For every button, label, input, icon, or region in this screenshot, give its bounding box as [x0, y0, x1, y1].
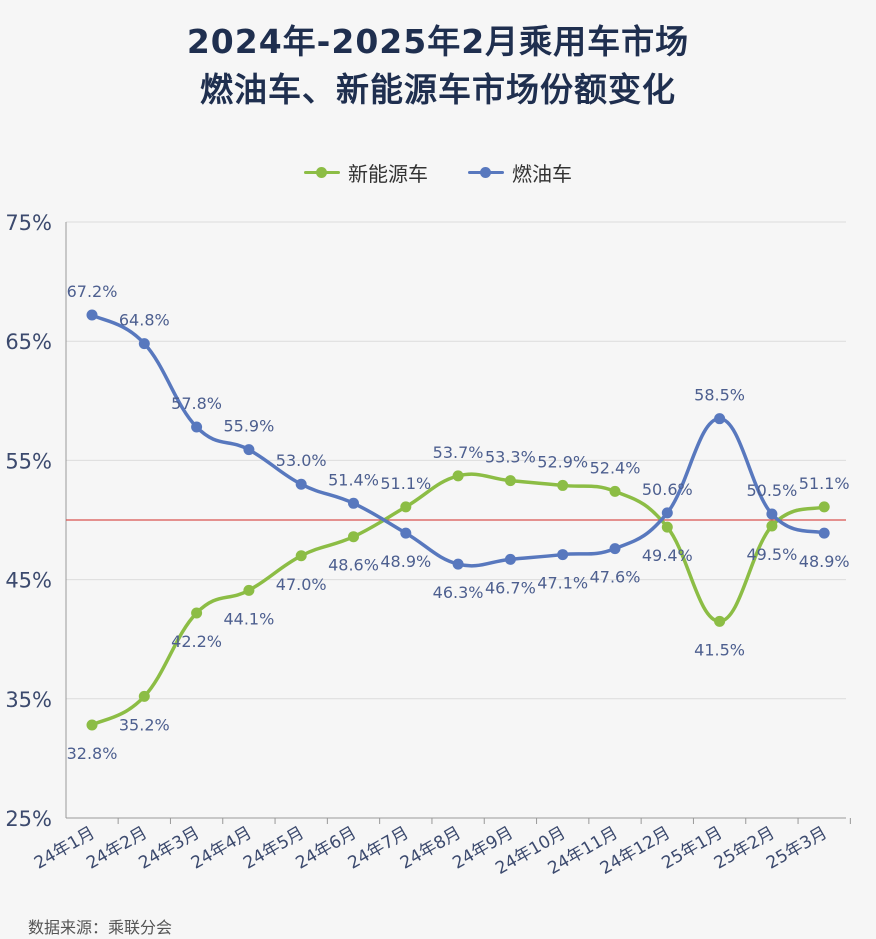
data-point-fuel	[766, 508, 778, 520]
data-point-fuel	[818, 527, 830, 539]
legend-item-fuel: 燃油车	[468, 158, 572, 187]
data-point-nev	[348, 531, 359, 543]
data-point-fuel	[557, 549, 569, 561]
y-tick-label: 75%	[5, 211, 52, 235]
data-label-nev: 48.6%	[328, 556, 379, 575]
data-label-nev: 44.1%	[223, 609, 274, 628]
y-tick-label: 25%	[5, 807, 52, 831]
data-label-fuel: 46.3%	[433, 583, 484, 602]
data-point-nev	[243, 584, 255, 596]
legend-swatch-fuel	[468, 166, 504, 180]
data-label-fuel: 58.5%	[694, 386, 745, 405]
data-label-fuel: 48.9%	[380, 552, 431, 571]
legend-label-fuel: 燃油车	[512, 162, 572, 186]
data-point-fuel	[452, 558, 464, 570]
data-point-nev	[714, 615, 726, 627]
data-label-nev: 47.0%	[276, 575, 327, 594]
data-label-fuel: 46.7%	[485, 578, 536, 597]
data-point-nev	[452, 470, 464, 482]
data-point-fuel	[191, 421, 203, 433]
data-label-fuel: 57.8%	[171, 394, 222, 413]
data-point-fuel	[400, 527, 412, 539]
data-point-nev	[557, 479, 569, 491]
data-point-fuel	[504, 553, 516, 565]
legend-item-nev: 新能源车	[304, 158, 428, 187]
y-tick-label: 55%	[5, 449, 52, 473]
data-label-nev: 51.1%	[380, 474, 431, 493]
data-point-fuel	[714, 413, 726, 425]
data-label-nev: 52.4%	[590, 458, 641, 477]
data-point-fuel	[243, 444, 255, 456]
data-point-nev	[661, 521, 673, 533]
data-label-nev: 51.1%	[799, 474, 850, 493]
data-label-fuel: 50.6%	[642, 480, 693, 499]
chart-title-line2: 燃油车、新能源车市场份额变化	[200, 70, 676, 109]
y-tick-label: 35%	[5, 688, 52, 712]
data-point-nev	[86, 719, 98, 731]
data-label-nev: 49.5%	[746, 545, 797, 564]
data-label-fuel: 64.8%	[119, 311, 170, 330]
y-tick-label: 65%	[5, 330, 52, 354]
chart-legend: 新能源车 燃油车	[0, 158, 876, 187]
data-label-fuel: 50.5%	[746, 481, 797, 500]
data-point-nev	[400, 501, 412, 513]
data-source-note: 数据来源：乘联分会	[28, 918, 173, 937]
legend-swatch-nev	[304, 166, 340, 180]
data-point-fuel	[295, 478, 307, 490]
data-point-nev	[504, 475, 516, 487]
data-label-fuel: 48.9%	[799, 552, 850, 571]
data-label-fuel: 47.6%	[590, 568, 641, 587]
data-label-fuel: 55.9%	[223, 417, 274, 436]
data-point-nev	[818, 501, 830, 513]
data-label-nev: 41.5%	[694, 640, 745, 659]
chart-title-line1: 2024年-2025年2月乘用车市场	[186, 22, 690, 61]
data-label-nev: 53.3%	[485, 448, 536, 467]
series-line-fuel	[90, 313, 826, 568]
data-point-nev	[295, 550, 307, 562]
y-tick-label: 45%	[5, 569, 52, 593]
data-label-nev: 52.9%	[537, 452, 588, 471]
data-label-nev: 32.8%	[67, 744, 118, 763]
data-label-nev: 42.2%	[171, 632, 222, 651]
data-label-nev: 49.4%	[642, 546, 693, 565]
data-label-fuel: 67.2%	[67, 282, 118, 301]
data-point-nev	[766, 520, 778, 532]
data-point-fuel	[138, 338, 150, 350]
data-label-nev: 53.7%	[433, 443, 484, 462]
x-tick-label: 25年3月	[763, 823, 831, 874]
data-point-fuel	[609, 543, 621, 555]
data-point-fuel	[661, 507, 673, 519]
data-point-nev	[191, 607, 203, 619]
data-point-fuel	[86, 309, 98, 321]
chart-title: 2024年-2025年2月乘用车市场 燃油车、新能源车市场份额变化	[0, 18, 876, 114]
data-label-fuel: 47.1%	[537, 574, 588, 593]
legend-label-nev: 新能源车	[348, 162, 428, 186]
data-label-fuel: 51.4%	[328, 470, 379, 489]
data-label-nev: 35.2%	[119, 715, 170, 734]
data-label-fuel: 53.0%	[276, 451, 327, 470]
data-point-fuel	[348, 497, 359, 509]
data-point-nev	[138, 690, 150, 702]
data-point-nev	[609, 485, 621, 497]
